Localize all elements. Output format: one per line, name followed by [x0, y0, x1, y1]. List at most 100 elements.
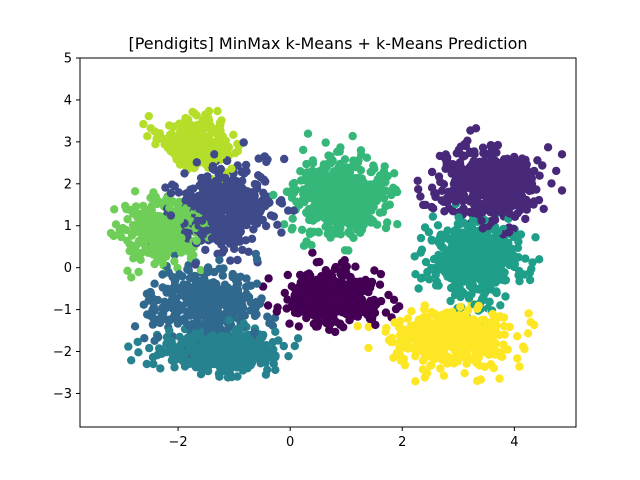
data-point-cluster-0: [330, 279, 339, 288]
data-point-cluster-3: [144, 296, 153, 305]
data-point-cluster-4: [179, 354, 189, 364]
data-point-cluster-6: [305, 190, 315, 200]
data-point-cluster-1: [510, 212, 520, 221]
data-point-cluster-5: [467, 274, 477, 283]
data-point-cluster-6: [317, 168, 327, 178]
data-point-cluster-0: [302, 313, 311, 323]
data-point-cluster-7: [175, 215, 184, 225]
data-point-cluster-5: [515, 277, 524, 286]
data-point-cluster-2: [239, 138, 248, 147]
data-point-cluster-5: [431, 281, 441, 290]
data-point-cluster-7: [125, 246, 134, 256]
data-point-cluster-3: [251, 304, 260, 313]
data-point-cluster-2: [198, 230, 208, 239]
data-point-cluster-9: [495, 374, 504, 383]
data-point-cluster-6: [314, 227, 323, 236]
data-point-cluster-2: [231, 225, 240, 235]
data-point-cluster-3: [244, 292, 254, 302]
data-point-cluster-5: [443, 226, 452, 235]
data-point-cluster-4: [176, 346, 185, 355]
data-point-cluster-9: [464, 305, 473, 315]
data-point-cluster-5: [470, 258, 479, 267]
data-point-cluster-8: [188, 107, 197, 117]
data-point-cluster-1: [504, 228, 514, 237]
data-point-cluster-6: [393, 220, 402, 229]
data-point-cluster-4: [290, 341, 299, 351]
data-point-cluster-6: [308, 216, 318, 225]
data-point-cluster-5: [527, 264, 536, 274]
data-point-cluster-8: [172, 155, 181, 164]
data-point-cluster-3: [215, 255, 224, 265]
data-point-cluster-6: [356, 228, 365, 237]
data-point-cluster-9: [440, 352, 449, 361]
data-point-cluster-1: [456, 142, 465, 151]
data-point-cluster-6: [369, 189, 378, 198]
data-point-cluster-8: [207, 128, 216, 138]
data-point-cluster-0: [338, 259, 348, 269]
data-point-cluster-4: [258, 332, 267, 342]
data-point-cluster-6: [355, 212, 365, 221]
data-point-cluster-7: [123, 215, 132, 224]
data-point-cluster-5: [516, 230, 526, 239]
data-point-cluster-1: [491, 178, 500, 188]
data-point-cluster-9: [437, 328, 446, 337]
data-point-cluster-9: [448, 355, 457, 364]
data-point-cluster-2: [233, 161, 242, 170]
data-point-cluster-9: [473, 376, 482, 386]
data-point-cluster-2: [252, 219, 262, 228]
data-point-cluster-8: [233, 139, 242, 149]
data-point-cluster-8: [215, 121, 225, 130]
data-point-cluster-2: [254, 154, 263, 163]
data-point-cluster-7: [192, 236, 201, 245]
data-point-cluster-9: [454, 320, 463, 329]
data-point-cluster-5: [457, 262, 466, 271]
data-point-cluster-9: [513, 332, 522, 341]
data-point-cluster-1: [459, 204, 468, 213]
data-point-cluster-9: [411, 320, 420, 330]
data-point-cluster-2: [241, 160, 251, 170]
data-point-cluster-2: [226, 208, 235, 217]
data-point-cluster-5: [438, 254, 448, 264]
data-point-cluster-6: [345, 211, 355, 221]
data-point-cluster-6: [308, 168, 317, 177]
data-point-cluster-9: [513, 354, 522, 363]
y-tick-label: 2: [64, 177, 72, 192]
data-point-cluster-6: [368, 181, 377, 190]
data-point-cluster-9: [460, 369, 469, 378]
data-point-cluster-6: [321, 222, 330, 231]
data-point-cluster-0: [384, 290, 393, 300]
y-tick-label: 3: [64, 135, 72, 150]
data-point-cluster-9: [353, 322, 362, 331]
data-point-cluster-2: [237, 167, 246, 177]
data-point-cluster-6: [297, 225, 307, 234]
data-point-cluster-6: [308, 228, 317, 237]
data-point-cluster-9: [389, 353, 398, 362]
data-point-cluster-4: [279, 341, 288, 351]
data-point-cluster-3: [263, 312, 272, 321]
data-point-cluster-6: [288, 214, 297, 223]
data-point-cluster-2: [196, 173, 206, 183]
data-point-cluster-6: [389, 183, 398, 192]
data-point-cluster-3: [204, 263, 213, 272]
data-point-cluster-9: [486, 360, 496, 369]
data-point-cluster-2: [193, 216, 202, 226]
data-point-cluster-9: [523, 329, 533, 338]
data-point-cluster-3: [220, 294, 229, 303]
data-point-cluster-0: [351, 262, 360, 271]
data-point-cluster-3: [201, 319, 210, 328]
data-point-cluster-8: [213, 130, 223, 140]
data-point-cluster-3: [176, 304, 185, 313]
data-point-cluster-1: [515, 206, 524, 215]
data-point-cluster-3: [143, 310, 152, 319]
data-point-cluster-3: [183, 265, 192, 274]
data-point-cluster-1: [519, 195, 529, 204]
data-point-cluster-0: [339, 323, 348, 332]
data-point-cluster-7: [141, 222, 150, 231]
data-point-cluster-4: [142, 359, 151, 369]
data-point-cluster-8: [175, 139, 184, 149]
data-point-cluster-0: [321, 310, 330, 319]
data-point-cluster-5: [531, 233, 540, 242]
data-point-cluster-2: [238, 245, 247, 255]
data-point-cluster-4: [261, 370, 271, 379]
data-point-cluster-7: [164, 230, 174, 240]
